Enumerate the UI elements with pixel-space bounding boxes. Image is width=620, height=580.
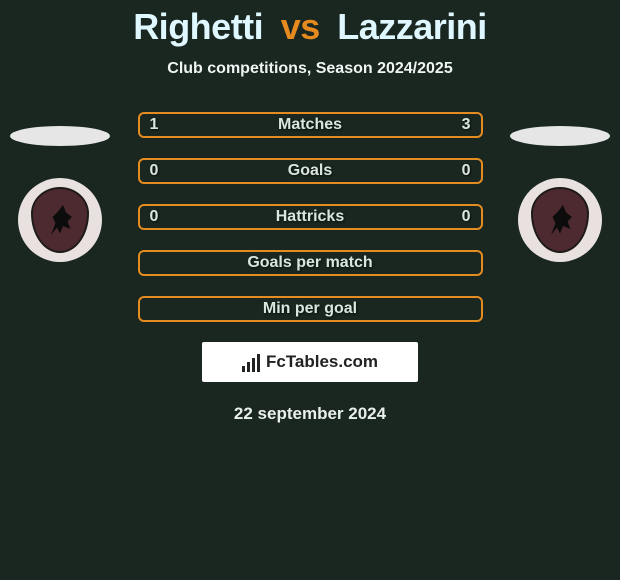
stat-label: Goals: [288, 162, 332, 180]
stat-row: Goals per match: [138, 250, 483, 276]
stat-left-value: 1: [150, 116, 159, 134]
stat-left-value: 0: [150, 162, 159, 180]
player1-flag: [10, 126, 110, 146]
vs-separator: vs: [281, 6, 320, 47]
player1-name: Righetti: [133, 6, 263, 47]
stat-row: 1 Matches 3: [138, 112, 483, 138]
stat-row: 0 Hattricks 0: [138, 204, 483, 230]
crest-shield-icon: [531, 187, 589, 253]
player2-crest: [518, 178, 602, 262]
stat-label: Matches: [278, 116, 342, 134]
stat-row: Min per goal: [138, 296, 483, 322]
subtitle: Club competitions, Season 2024/2025: [0, 60, 620, 78]
stat-right-value: 0: [462, 162, 471, 180]
stat-label: Hattricks: [276, 208, 344, 226]
stat-right-value: 3: [462, 116, 471, 134]
stats-container: 1 Matches 3 0 Goals 0 0 Hattricks 0 Goal…: [138, 112, 483, 322]
crest-shield-icon: [31, 187, 89, 253]
stat-left-value: 0: [150, 208, 159, 226]
stat-row: 0 Goals 0: [138, 158, 483, 184]
comparison-title: Righetti vs Lazzarini: [0, 0, 620, 48]
stat-right-value: 0: [462, 208, 471, 226]
player2-flag: [510, 126, 610, 146]
player2-name: Lazzarini: [337, 6, 487, 47]
logo-text: FcTables.com: [266, 352, 378, 372]
attribution-logo-box: FcTables.com: [202, 342, 418, 382]
stat-label: Min per goal: [263, 300, 357, 318]
stat-label: Goals per match: [247, 254, 372, 272]
player1-crest: [18, 178, 102, 262]
bar-chart-icon: [242, 352, 260, 372]
fctables-logo: FcTables.com: [242, 352, 378, 372]
generated-date: 22 september 2024: [0, 404, 620, 424]
